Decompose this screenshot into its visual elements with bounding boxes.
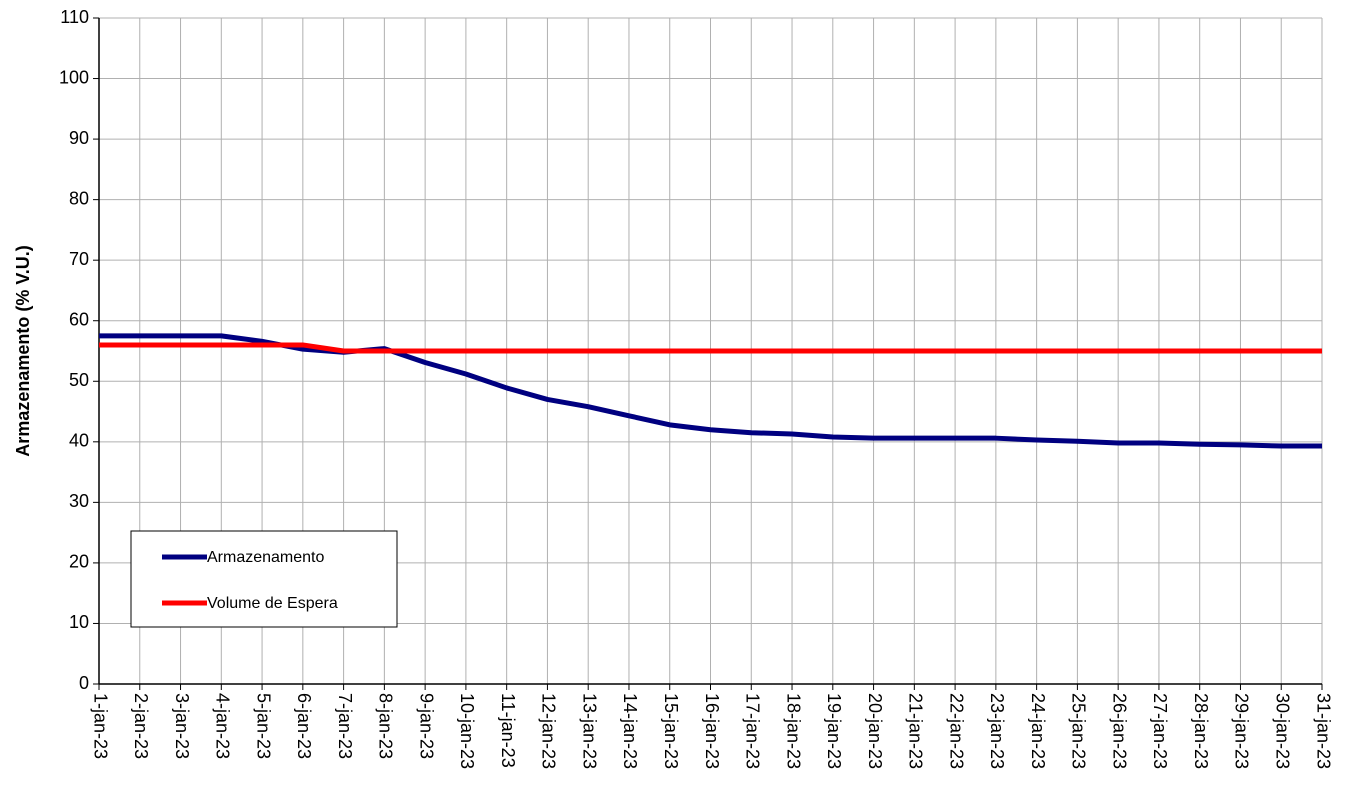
y-tick-label: 0 [79,673,89,693]
x-tick-label: 8-jan-23 [376,693,396,759]
x-tick-label: 6-jan-23 [294,693,314,759]
x-tick-label: 1-jan-23 [90,693,110,759]
x-tick-label: 10-jan-23 [457,693,477,769]
x-tick-label: 21-jan-23 [906,693,926,769]
x-tick-label: 12-jan-23 [539,693,559,769]
x-tick-label: 3-jan-23 [172,693,192,759]
x-tick-label: 27-jan-23 [1150,693,1170,769]
x-tick-label: 23-jan-23 [987,693,1007,769]
legend: Armazenamento Volume de Espera [130,530,398,628]
x-tick-label: 17-jan-23 [743,693,763,769]
y-tick-label: 60 [69,309,89,329]
x-tick-label: 30-jan-23 [1272,693,1292,769]
legend-box [130,530,398,628]
x-tick-label: 22-jan-23 [946,693,966,769]
x-tick-label: 9-jan-23 [416,693,436,759]
y-tick-label: 40 [69,431,89,451]
y-tick-label: 90 [69,128,89,148]
x-tick-label: 14-jan-23 [620,693,640,769]
x-tick-label: 31-jan-23 [1313,693,1333,769]
series-line [99,333,1322,449]
x-tick-label: 16-jan-23 [702,693,722,769]
series-line [99,342,1322,354]
legend-label: Volume de Espera [207,595,338,612]
x-tick-label: 2-jan-23 [131,693,151,759]
y-tick-label: 70 [69,249,89,269]
x-tick-label: 19-jan-23 [824,693,844,769]
x-tick-label: 26-jan-23 [1109,693,1129,769]
x-tick-label: 13-jan-23 [579,693,599,769]
y-axis-label: Armazenamento (% V.U.) [13,245,33,456]
x-tick-label: 4-jan-23 [213,693,233,759]
y-tick-label: 80 [69,188,89,208]
x-tick-label: 7-jan-23 [335,693,355,759]
y-tick-label: 110 [60,7,89,27]
y-tick-label: 10 [69,612,89,632]
x-tick-label: 29-jan-23 [1232,693,1252,769]
x-tick-label: 15-jan-23 [661,693,681,769]
x-tick-label: 5-jan-23 [253,693,273,759]
x-tick-label: 28-jan-23 [1191,693,1211,769]
x-tick-label: 18-jan-23 [783,693,803,769]
y-tick-label: 50 [69,370,89,390]
x-tick-label: 11-jan-23 [498,693,518,768]
y-tick-label: 30 [69,491,89,511]
y-tick-label: 100 [59,67,89,87]
x-tick-label: 20-jan-23 [865,693,885,769]
y-tick-label: 20 [69,552,89,572]
x-tick-label: 25-jan-23 [1069,693,1089,769]
legend-label: Armazenamento [207,549,324,566]
x-tick-label: 24-jan-23 [1028,693,1048,769]
